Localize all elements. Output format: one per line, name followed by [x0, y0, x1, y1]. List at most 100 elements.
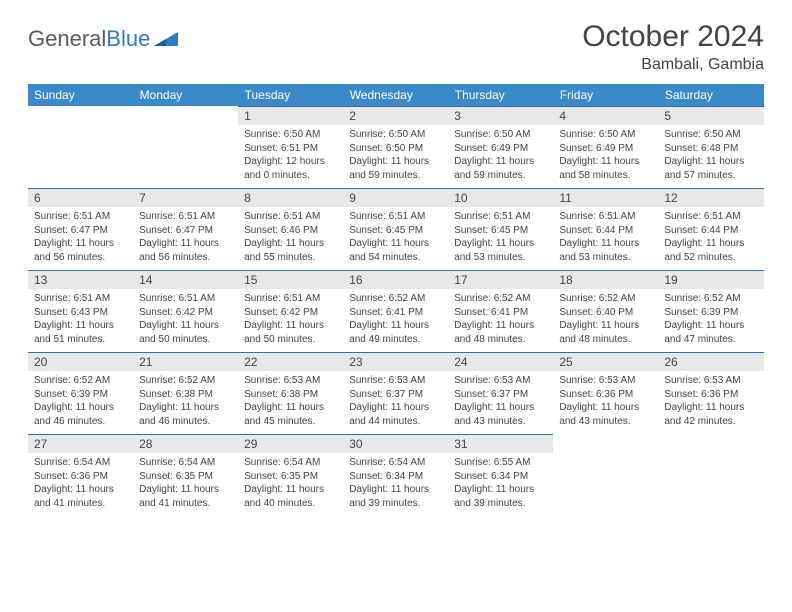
day-box: 14Sunrise: 6:51 AMSunset: 6:42 PMDayligh… — [133, 270, 238, 352]
calendar-cell — [133, 106, 238, 188]
calendar-cell: 31Sunrise: 6:55 AMSunset: 6:34 PMDayligh… — [448, 434, 553, 516]
day-box: 17Sunrise: 6:52 AMSunset: 6:41 PMDayligh… — [448, 270, 553, 352]
day-number: 31 — [448, 434, 553, 453]
day-box: 1Sunrise: 6:50 AMSunset: 6:51 PMDaylight… — [238, 106, 343, 188]
calendar-cell: 1Sunrise: 6:50 AMSunset: 6:51 PMDaylight… — [238, 106, 343, 188]
day-info: Sunrise: 6:50 AMSunset: 6:49 PMDaylight:… — [553, 125, 658, 186]
calendar-cell: 27Sunrise: 6:54 AMSunset: 6:36 PMDayligh… — [28, 434, 133, 516]
day-info: Sunrise: 6:50 AMSunset: 6:49 PMDaylight:… — [448, 125, 553, 186]
day-info: Sunrise: 6:52 AMSunset: 6:39 PMDaylight:… — [658, 289, 763, 350]
calendar-cell: 26Sunrise: 6:53 AMSunset: 6:36 PMDayligh… — [658, 352, 763, 434]
day-info: Sunrise: 6:50 AMSunset: 6:48 PMDaylight:… — [658, 125, 763, 186]
header: GeneralBlue October 2024 Bambali, Gambia — [28, 20, 764, 74]
calendar-cell: 8Sunrise: 6:51 AMSunset: 6:46 PMDaylight… — [238, 188, 343, 270]
day-info: Sunrise: 6:51 AMSunset: 6:46 PMDaylight:… — [238, 207, 343, 268]
day-number: 2 — [343, 106, 448, 125]
day-box: 18Sunrise: 6:52 AMSunset: 6:40 PMDayligh… — [553, 270, 658, 352]
day-number: 16 — [343, 270, 448, 289]
calendar-row: 27Sunrise: 6:54 AMSunset: 6:36 PMDayligh… — [28, 434, 764, 516]
day-box: 3Sunrise: 6:50 AMSunset: 6:49 PMDaylight… — [448, 106, 553, 188]
calendar-cell: 2Sunrise: 6:50 AMSunset: 6:50 PMDaylight… — [343, 106, 448, 188]
day-number: 27 — [28, 434, 133, 453]
calendar-cell: 29Sunrise: 6:54 AMSunset: 6:35 PMDayligh… — [238, 434, 343, 516]
weekday-header-row: SundayMondayTuesdayWednesdayThursdayFrid… — [28, 84, 764, 106]
day-info: Sunrise: 6:52 AMSunset: 6:41 PMDaylight:… — [448, 289, 553, 350]
day-info: Sunrise: 6:54 AMSunset: 6:36 PMDaylight:… — [28, 453, 133, 514]
calendar-cell: 4Sunrise: 6:50 AMSunset: 6:49 PMDaylight… — [553, 106, 658, 188]
day-number: 15 — [238, 270, 343, 289]
day-box: 25Sunrise: 6:53 AMSunset: 6:36 PMDayligh… — [553, 352, 658, 434]
day-box: 28Sunrise: 6:54 AMSunset: 6:35 PMDayligh… — [133, 434, 238, 516]
day-info: Sunrise: 6:52 AMSunset: 6:40 PMDaylight:… — [553, 289, 658, 350]
day-info: Sunrise: 6:50 AMSunset: 6:50 PMDaylight:… — [343, 125, 448, 186]
day-info: Sunrise: 6:51 AMSunset: 6:45 PMDaylight:… — [343, 207, 448, 268]
calendar-cell: 17Sunrise: 6:52 AMSunset: 6:41 PMDayligh… — [448, 270, 553, 352]
calendar-body: 1Sunrise: 6:50 AMSunset: 6:51 PMDaylight… — [28, 106, 764, 516]
location: Bambali, Gambia — [582, 56, 764, 74]
day-info: Sunrise: 6:51 AMSunset: 6:42 PMDaylight:… — [133, 289, 238, 350]
day-number: 11 — [553, 188, 658, 207]
calendar-cell — [658, 434, 763, 516]
day-info: Sunrise: 6:51 AMSunset: 6:43 PMDaylight:… — [28, 289, 133, 350]
day-info: Sunrise: 6:51 AMSunset: 6:42 PMDaylight:… — [238, 289, 343, 350]
day-info: Sunrise: 6:52 AMSunset: 6:38 PMDaylight:… — [133, 371, 238, 432]
calendar-cell — [553, 434, 658, 516]
day-box: 12Sunrise: 6:51 AMSunset: 6:44 PMDayligh… — [658, 188, 763, 270]
day-number: 24 — [448, 352, 553, 371]
day-number: 19 — [658, 270, 763, 289]
day-box: 8Sunrise: 6:51 AMSunset: 6:46 PMDaylight… — [238, 188, 343, 270]
calendar-cell: 16Sunrise: 6:52 AMSunset: 6:41 PMDayligh… — [343, 270, 448, 352]
day-info: Sunrise: 6:53 AMSunset: 6:36 PMDaylight:… — [553, 371, 658, 432]
day-box: 22Sunrise: 6:53 AMSunset: 6:38 PMDayligh… — [238, 352, 343, 434]
day-info: Sunrise: 6:50 AMSunset: 6:51 PMDaylight:… — [238, 125, 343, 186]
day-number: 14 — [133, 270, 238, 289]
day-box: 23Sunrise: 6:53 AMSunset: 6:37 PMDayligh… — [343, 352, 448, 434]
calendar-cell: 19Sunrise: 6:52 AMSunset: 6:39 PMDayligh… — [658, 270, 763, 352]
calendar-cell: 30Sunrise: 6:54 AMSunset: 6:34 PMDayligh… — [343, 434, 448, 516]
calendar-row: 1Sunrise: 6:50 AMSunset: 6:51 PMDaylight… — [28, 106, 764, 188]
day-number: 13 — [28, 270, 133, 289]
day-box: 9Sunrise: 6:51 AMSunset: 6:45 PMDaylight… — [343, 188, 448, 270]
logo-part1: General — [28, 26, 106, 51]
calendar-cell: 20Sunrise: 6:52 AMSunset: 6:39 PMDayligh… — [28, 352, 133, 434]
calendar-cell: 9Sunrise: 6:51 AMSunset: 6:45 PMDaylight… — [343, 188, 448, 270]
weekday-header: Monday — [133, 84, 238, 106]
day-info: Sunrise: 6:52 AMSunset: 6:39 PMDaylight:… — [28, 371, 133, 432]
day-info: Sunrise: 6:53 AMSunset: 6:37 PMDaylight:… — [343, 371, 448, 432]
day-number: 8 — [238, 188, 343, 207]
day-number: 18 — [553, 270, 658, 289]
calendar-cell: 25Sunrise: 6:53 AMSunset: 6:36 PMDayligh… — [553, 352, 658, 434]
weekday-header: Wednesday — [343, 84, 448, 106]
day-number: 5 — [658, 106, 763, 125]
calendar-cell — [28, 106, 133, 188]
weekday-header: Thursday — [448, 84, 553, 106]
day-box: 6Sunrise: 6:51 AMSunset: 6:47 PMDaylight… — [28, 188, 133, 270]
day-box: 2Sunrise: 6:50 AMSunset: 6:50 PMDaylight… — [343, 106, 448, 188]
calendar-cell: 24Sunrise: 6:53 AMSunset: 6:37 PMDayligh… — [448, 352, 553, 434]
day-box: 31Sunrise: 6:55 AMSunset: 6:34 PMDayligh… — [448, 434, 553, 516]
day-info: Sunrise: 6:54 AMSunset: 6:34 PMDaylight:… — [343, 453, 448, 514]
day-box: 20Sunrise: 6:52 AMSunset: 6:39 PMDayligh… — [28, 352, 133, 434]
day-info: Sunrise: 6:53 AMSunset: 6:38 PMDaylight:… — [238, 371, 343, 432]
day-box: 10Sunrise: 6:51 AMSunset: 6:45 PMDayligh… — [448, 188, 553, 270]
day-number: 6 — [28, 188, 133, 207]
day-number: 1 — [238, 106, 343, 125]
day-box: 7Sunrise: 6:51 AMSunset: 6:47 PMDaylight… — [133, 188, 238, 270]
day-info: Sunrise: 6:54 AMSunset: 6:35 PMDaylight:… — [133, 453, 238, 514]
calendar-cell: 15Sunrise: 6:51 AMSunset: 6:42 PMDayligh… — [238, 270, 343, 352]
day-number: 7 — [133, 188, 238, 207]
calendar-cell: 10Sunrise: 6:51 AMSunset: 6:45 PMDayligh… — [448, 188, 553, 270]
calendar-cell: 12Sunrise: 6:51 AMSunset: 6:44 PMDayligh… — [658, 188, 763, 270]
calendar-cell: 3Sunrise: 6:50 AMSunset: 6:49 PMDaylight… — [448, 106, 553, 188]
calendar-cell: 11Sunrise: 6:51 AMSunset: 6:44 PMDayligh… — [553, 188, 658, 270]
calendar-table: SundayMondayTuesdayWednesdayThursdayFrid… — [28, 84, 764, 516]
day-info: Sunrise: 6:51 AMSunset: 6:44 PMDaylight:… — [658, 207, 763, 268]
day-number: 25 — [553, 352, 658, 371]
calendar-cell: 21Sunrise: 6:52 AMSunset: 6:38 PMDayligh… — [133, 352, 238, 434]
calendar-cell: 28Sunrise: 6:54 AMSunset: 6:35 PMDayligh… — [133, 434, 238, 516]
day-box: 29Sunrise: 6:54 AMSunset: 6:35 PMDayligh… — [238, 434, 343, 516]
calendar-row: 6Sunrise: 6:51 AMSunset: 6:47 PMDaylight… — [28, 188, 764, 270]
calendar-cell: 22Sunrise: 6:53 AMSunset: 6:38 PMDayligh… — [238, 352, 343, 434]
day-box: 26Sunrise: 6:53 AMSunset: 6:36 PMDayligh… — [658, 352, 763, 434]
calendar-cell: 18Sunrise: 6:52 AMSunset: 6:40 PMDayligh… — [553, 270, 658, 352]
